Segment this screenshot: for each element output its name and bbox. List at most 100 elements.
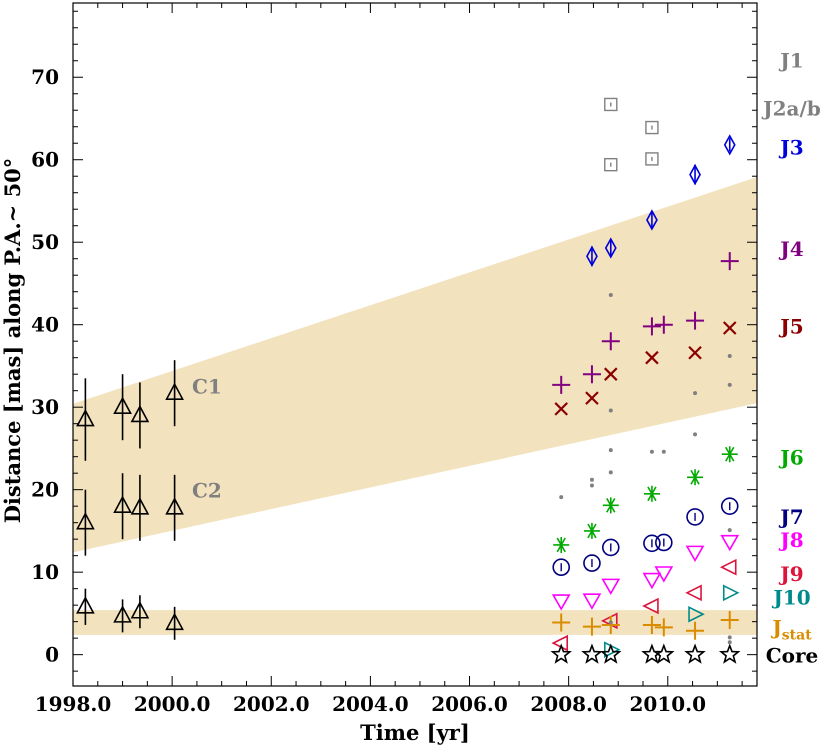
data-point [76, 511, 95, 530]
circle-marker-ring [655, 533, 673, 552]
data-point [113, 605, 132, 623]
series-layer [76, 97, 741, 664]
data-point [130, 497, 150, 515]
data-point [719, 558, 737, 576]
data-point [600, 643, 622, 664]
data-point [727, 354, 732, 359]
diamond-marker-shape [586, 245, 598, 267]
data-point [552, 558, 571, 577]
circle-marker-ring [583, 554, 601, 572]
data-point [720, 611, 739, 630]
x-axis-title: Time [yr] [360, 720, 470, 745]
circle-marker-ring [552, 558, 571, 577]
data-point [608, 408, 613, 413]
middle-band [73, 324, 757, 553]
data-point [654, 315, 673, 334]
series-c1 [76, 360, 184, 461]
legend-core: Core [766, 643, 819, 667]
data-point [727, 635, 732, 640]
legend-subscript: stat [782, 627, 812, 643]
data-point [693, 432, 698, 437]
square-marker-box [604, 97, 618, 112]
data-point [601, 578, 621, 595]
legend-jstat: Jstat [770, 615, 812, 643]
data-point [552, 613, 571, 632]
data-point [551, 594, 571, 611]
data-point [685, 584, 702, 602]
data-point [130, 404, 150, 423]
data-point [602, 497, 619, 514]
square-marker-box [604, 157, 618, 172]
series-j4 [552, 252, 739, 394]
series-jstat [552, 611, 739, 640]
legend-j2a-b: J2a/b [761, 97, 821, 121]
legend-j1: J1 [778, 49, 803, 73]
data-point [645, 350, 659, 365]
data-point [723, 134, 736, 156]
data-point [686, 621, 705, 640]
data-point [559, 495, 564, 500]
data-point [645, 152, 659, 166]
data-point [688, 345, 702, 360]
circle-marker-ring [601, 538, 620, 557]
data-point [688, 605, 705, 623]
y-tick-label: 40 [31, 313, 59, 337]
data-point [720, 534, 740, 552]
data-point [585, 391, 599, 405]
data-point [601, 615, 620, 634]
data-point [554, 402, 568, 416]
diamond-marker-shape [689, 163, 701, 186]
legend-j6: J6 [778, 446, 803, 470]
x-tick-label: 2010.0 [630, 692, 707, 716]
series-j6 [553, 446, 738, 553]
y-tick-label: 70 [31, 65, 59, 89]
x-tick-label: 2008.0 [530, 692, 607, 716]
data-point [552, 375, 571, 394]
square-marker-box [645, 152, 659, 166]
data-point [604, 157, 618, 172]
data-point [589, 477, 594, 482]
data-point [113, 396, 132, 414]
series-c-core [76, 588, 184, 640]
data-point [719, 643, 741, 664]
bands-layer [73, 177, 757, 635]
data-point [642, 572, 662, 590]
data-point [583, 554, 601, 572]
data-point [721, 446, 738, 463]
series-j5 [554, 321, 737, 416]
data-point [689, 163, 701, 186]
y-tick-label: 60 [31, 148, 59, 172]
data-point [684, 643, 706, 664]
data-point [582, 365, 601, 384]
data-point [686, 508, 704, 526]
data-point [642, 597, 659, 615]
legend-j3: J3 [778, 135, 803, 159]
square-marker-box [645, 120, 659, 135]
x-tick-label: 2000.0 [134, 692, 211, 716]
data-point [643, 485, 660, 502]
data-point [646, 209, 658, 231]
data-point [727, 382, 732, 387]
legend-j7: J7 [778, 505, 803, 529]
data-point [586, 245, 598, 267]
axis-ticks: 1998.0 2000.0 2002.0 2004.0 2006.0 2008.0 2010… [31, 3, 757, 716]
data-point [165, 382, 184, 400]
series-j7 [552, 497, 739, 577]
legend-j10: J10 [771, 586, 810, 610]
y-tick-label: 10 [31, 560, 59, 584]
series-j8 [551, 534, 740, 611]
legend-j5: J5 [778, 314, 803, 338]
diamond-marker-shape [646, 209, 658, 231]
data-point [582, 617, 601, 636]
data-point [583, 522, 600, 539]
upper-band [73, 177, 757, 474]
data-point [722, 584, 740, 602]
data-point [608, 620, 613, 625]
circle-marker-ring [720, 497, 739, 515]
series-core [550, 643, 741, 664]
data-point [727, 640, 732, 645]
data-point [722, 321, 737, 335]
data-point [604, 97, 618, 112]
annotations-layer: C1 C2 [192, 375, 222, 503]
series-c2 [76, 473, 184, 556]
